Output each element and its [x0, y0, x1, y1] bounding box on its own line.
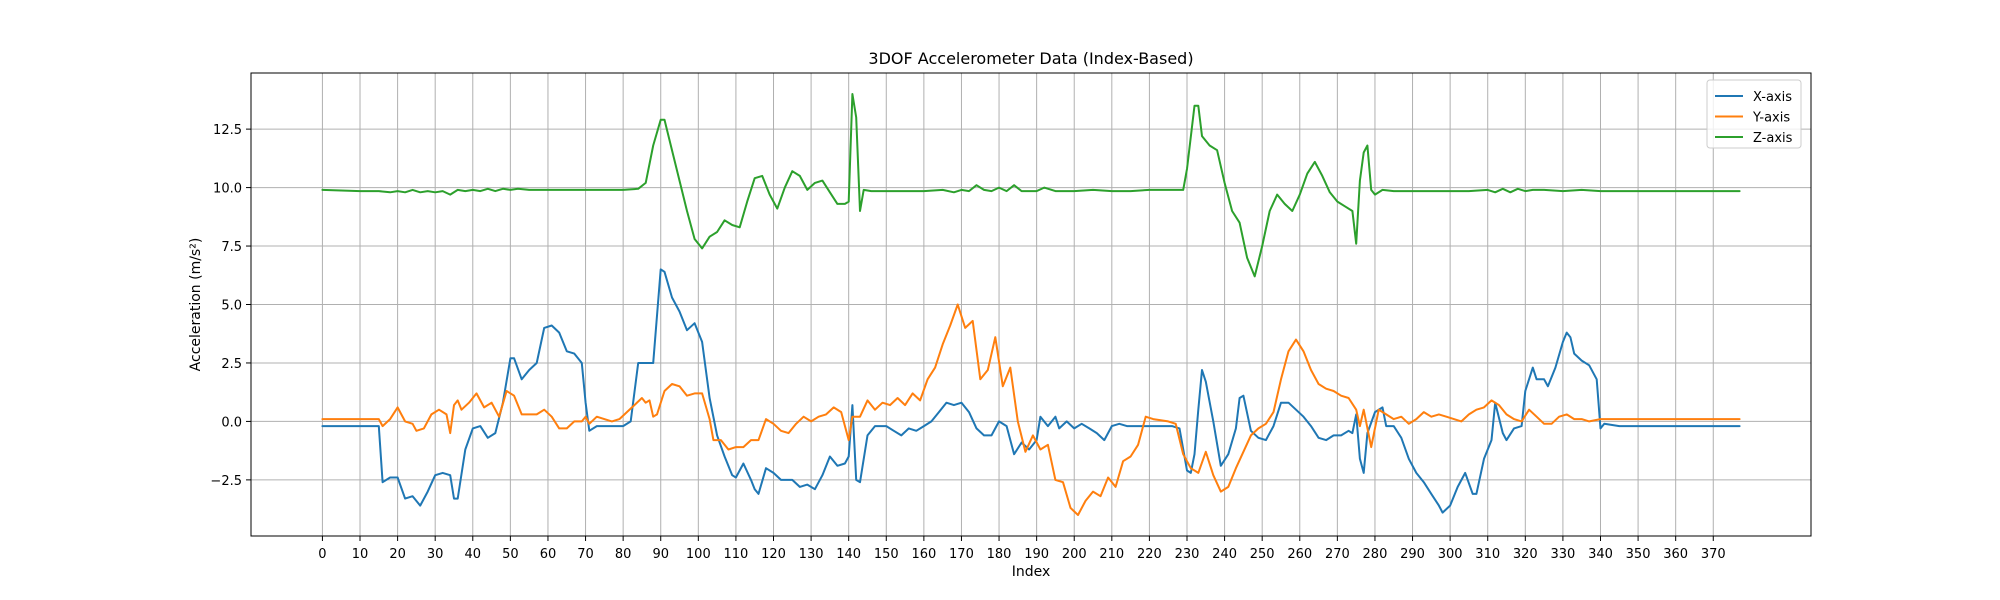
x-tick-label: 160 — [911, 547, 936, 562]
y-tick-label: 0.0 — [221, 415, 242, 430]
x-tick-label: 220 — [1137, 547, 1162, 562]
x-tick-label: 280 — [1363, 547, 1388, 562]
x-tick-label: 330 — [1550, 547, 1575, 562]
legend: X-axis Y-axis Z-axis — [1706, 79, 1802, 149]
y-tick-label: −2.5 — [210, 474, 242, 489]
x-tick-label: 350 — [1626, 547, 1651, 562]
legend-entry: X-axis — [1753, 90, 1792, 105]
x-tick-label: 290 — [1400, 547, 1425, 562]
x-tick-label: 50 — [502, 547, 519, 562]
x-tick-label: 170 — [949, 547, 974, 562]
x-tick-label: 80 — [615, 547, 632, 562]
y-tick-label: 10.0 — [213, 182, 242, 197]
x-tick-label: 20 — [389, 547, 406, 562]
x-tick-label: 180 — [987, 547, 1012, 562]
x-tick-label: 30 — [427, 547, 444, 562]
x-tick-label: 190 — [1024, 547, 1049, 562]
x-tick-label: 120 — [761, 547, 786, 562]
x-tick-label: 360 — [1663, 547, 1688, 562]
x-tick-label: 90 — [652, 547, 669, 562]
x-tick-label: 150 — [874, 547, 899, 562]
x-tick-label: 70 — [577, 547, 594, 562]
x-axis-ticks: 0 10 20 30 40 50 60 70 80 90 100 110 120 130 140 150 160… — [318, 536, 1726, 562]
y-tick-label: 12.5 — [213, 123, 242, 138]
x-tick-label: 260 — [1287, 547, 1312, 562]
legend-entry: Z-axis — [1753, 131, 1793, 146]
x-tick-label: 40 — [465, 547, 482, 562]
x-tick-label: 0 — [318, 547, 326, 562]
x-tick-label: 210 — [1099, 547, 1124, 562]
x-tick-label: 110 — [724, 547, 749, 562]
x-tick-label: 60 — [540, 547, 557, 562]
series-line-y-axis — [321, 303, 1741, 516]
x-tick-label: 240 — [1212, 547, 1237, 562]
series-lines — [321, 93, 1741, 516]
y-tick-label: 5.0 — [221, 299, 242, 314]
series-line-x-axis — [321, 268, 1741, 514]
x-tick-label: 310 — [1475, 547, 1500, 562]
x-tick-label: 320 — [1513, 547, 1538, 562]
y-axis-label: Acceleration (m/s²) — [188, 238, 204, 372]
chart-title: 3DOF Accelerometer Data (Index-Based) — [868, 49, 1193, 68]
x-tick-label: 340 — [1588, 547, 1613, 562]
y-axis-ticks: −2.5 0.0 2.5 5.0 7.5 10.0 12.5 — [210, 123, 251, 489]
x-tick-label: 300 — [1438, 547, 1463, 562]
x-tick-label: 230 — [1175, 547, 1200, 562]
series-line-z-axis — [321, 93, 1741, 278]
x-tick-label: 270 — [1325, 547, 1350, 562]
x-axis-label: Index — [1012, 564, 1051, 580]
x-tick-label: 140 — [836, 547, 861, 562]
x-tick-label: 100 — [686, 547, 711, 562]
y-tick-label: 2.5 — [221, 357, 242, 372]
y-tick-label: 7.5 — [221, 240, 242, 255]
x-tick-label: 200 — [1062, 547, 1087, 562]
legend-entry: Y-axis — [1752, 111, 1790, 126]
x-tick-label: 250 — [1250, 547, 1275, 562]
x-tick-label: 130 — [799, 547, 824, 562]
grid-lines — [251, 73, 1811, 536]
x-tick-label: 370 — [1701, 547, 1726, 562]
x-tick-label: 10 — [352, 547, 369, 562]
